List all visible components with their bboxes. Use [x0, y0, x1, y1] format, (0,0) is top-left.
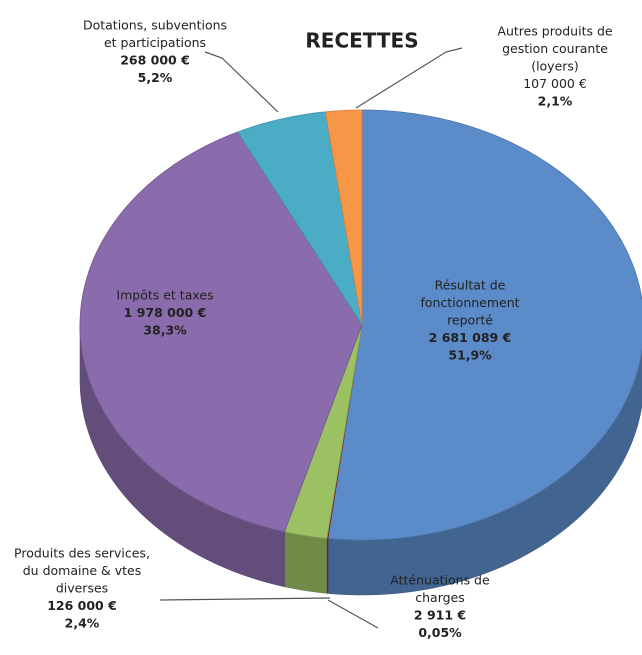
slice-label: (loyers) — [531, 59, 579, 74]
percentage-label: 38,3% — [143, 323, 187, 338]
slice-label: Produits des services, — [14, 546, 150, 561]
slice-side — [284, 531, 328, 594]
slice-label: Impôts et taxes — [116, 288, 213, 303]
slice-label: Autres produits de — [497, 24, 613, 39]
leader-line — [204, 51, 279, 113]
slice — [324, 109, 363, 326]
chart-title: RECETTES — [305, 29, 418, 53]
percentage-label: 0,05% — [418, 625, 462, 640]
slice — [79, 131, 363, 533]
slice-label: Dotations, subventions — [83, 18, 227, 33]
value-label: 268 000 € — [120, 53, 190, 68]
slice — [284, 324, 363, 539]
leader-line — [327, 599, 379, 629]
leader-line — [355, 47, 463, 109]
slice — [327, 109, 642, 541]
slice-label: Résultat de — [435, 278, 506, 293]
value-label: 1 978 000 € — [124, 305, 207, 320]
slice — [237, 111, 363, 326]
percentage-label: 2,1% — [538, 94, 573, 109]
leader-lines — [159, 47, 463, 629]
percentage-label: 2,4% — [65, 616, 100, 631]
percentage-label: 51,9% — [448, 348, 492, 363]
slice-label: gestion courante — [502, 41, 608, 56]
pie — [79, 109, 642, 596]
leader-line — [159, 597, 331, 601]
slice-label: du domaine & vtes — [23, 563, 142, 578]
slice-label: diverses — [56, 581, 108, 596]
labels: Résultat de fonctionnement reporté 2 681 08… — [14, 18, 613, 641]
value-label: 2 911 € — [414, 608, 466, 623]
slice-label: charges — [415, 590, 465, 605]
slice-label: fonctionnement — [420, 295, 519, 310]
slice-label: reporté — [447, 313, 493, 328]
slice-label: Atténuations de — [390, 573, 490, 588]
percentage-label: 5,2% — [138, 70, 173, 85]
value-label: 2 681 089 € — [429, 330, 512, 345]
value-label: 126 000 € — [47, 598, 117, 613]
slice-label: et participations — [104, 35, 206, 50]
value-label: 107 000 € — [523, 76, 587, 91]
